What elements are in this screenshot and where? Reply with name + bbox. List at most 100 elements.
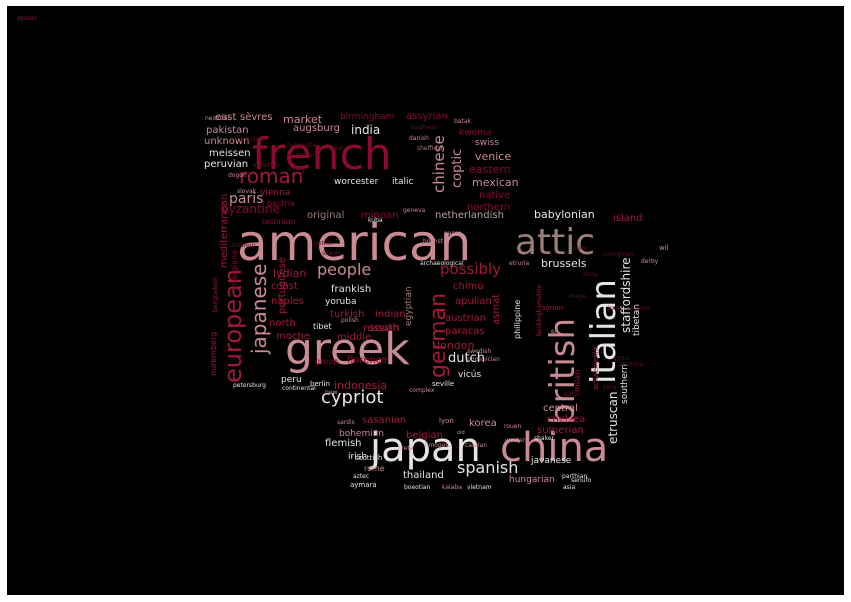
- word-52: paracas: [445, 326, 485, 337]
- word-20: etruscan: [606, 391, 620, 444]
- word-118: catalan: [465, 442, 488, 449]
- word-166: bronze: [17, 15, 38, 22]
- word-60: middle: [337, 332, 372, 343]
- word-153: hellenistic: [287, 142, 318, 149]
- word-38: korea: [469, 418, 497, 429]
- word-109: petersburg: [233, 382, 266, 389]
- word-34: minoan: [361, 210, 399, 221]
- word-102: kalaba: [442, 484, 462, 491]
- word-63: moche: [276, 331, 310, 342]
- word-147: sheffield: [417, 145, 443, 152]
- word-61: florence: [347, 355, 388, 366]
- word-51: london: [437, 339, 475, 352]
- word-105: parthian: [562, 473, 588, 480]
- word-73: laconian: [262, 217, 296, 226]
- word-75: worcester: [334, 177, 379, 187]
- word-4: china: [500, 425, 609, 471]
- word-88: group: [315, 357, 339, 366]
- word-50: indonesia: [334, 379, 388, 392]
- word-134: dogon: [228, 172, 247, 179]
- word-89: peru: [281, 375, 302, 385]
- word-85: assyrian: [406, 111, 448, 122]
- word-26: venice: [475, 150, 512, 163]
- word-42: sumerian: [537, 425, 584, 436]
- word-35: byzantine: [221, 202, 281, 216]
- word-46: flemish: [325, 438, 362, 449]
- word-43: chelsea: [547, 414, 586, 425]
- word-47: irish: [348, 452, 368, 462]
- word-115: old: [457, 430, 465, 436]
- word-33: netherlandish: [435, 210, 504, 221]
- word-87: swiss: [475, 138, 499, 148]
- word-58: indian: [375, 309, 406, 320]
- word-125: kuba: [368, 217, 383, 224]
- word-164: anatolia: [619, 361, 644, 368]
- word-122: senufo: [571, 477, 592, 484]
- word-127: nasca: [444, 230, 462, 237]
- word-36: original: [307, 210, 345, 221]
- word-10: japanese: [247, 263, 271, 354]
- word-5: french: [252, 129, 392, 180]
- word-80: meissen: [209, 148, 251, 159]
- word-72: bactria: [267, 199, 295, 208]
- word-137: en: [551, 328, 559, 335]
- word-62: north: [269, 318, 296, 329]
- word-90: tibet: [313, 322, 332, 331]
- word-67: frankish: [331, 284, 372, 295]
- word-100: aymara: [350, 481, 377, 489]
- word-30: northern: [467, 202, 511, 213]
- word-117: shaker: [534, 435, 555, 442]
- word-79: unknown: [204, 136, 250, 147]
- word-150: saxon: [322, 250, 340, 257]
- word-41: javanese: [531, 456, 572, 466]
- word-19: dutch: [448, 351, 485, 366]
- word-76: italic: [392, 177, 414, 187]
- word-119: limoges: [425, 442, 449, 449]
- word-123: archaeological: [420, 260, 464, 267]
- word-158: holland: [627, 305, 650, 312]
- word-126: geneva: [403, 207, 426, 214]
- word-81: peruvian: [204, 159, 249, 170]
- word-145: sudan: [563, 391, 582, 398]
- word-110: continental: [282, 385, 316, 392]
- word-101: boeotian: [404, 484, 431, 491]
- word-111: seville: [432, 380, 455, 388]
- word-146: arctic: [613, 355, 630, 362]
- word-96: nuremberg: [209, 331, 218, 376]
- word-138: polish: [341, 317, 359, 324]
- word-54: apulian: [455, 296, 492, 307]
- word-3: japan: [370, 425, 481, 471]
- word-141: new: [325, 389, 338, 396]
- word-131: danish: [409, 135, 429, 142]
- word-37: brussels: [541, 257, 587, 270]
- word-28: mexican: [472, 176, 519, 189]
- word-133: neolithic: [205, 115, 231, 122]
- word-27: eastern: [469, 163, 511, 176]
- word-148: corinthian: [603, 251, 634, 258]
- word-39: thailand: [403, 470, 444, 481]
- word-66: coast: [271, 281, 298, 292]
- word-165: kyoto: [17, 15, 34, 22]
- word-92: southern: [620, 364, 630, 404]
- word-130: derby: [641, 258, 659, 265]
- word-24: paris: [229, 191, 264, 207]
- word-44: central: [543, 403, 578, 414]
- word-6: attic: [515, 222, 596, 263]
- word-135: slovak: [237, 188, 257, 195]
- word-116: rouen: [504, 423, 522, 430]
- word-97: rome: [364, 464, 385, 473]
- word-143: bauhaus: [411, 124, 437, 131]
- word-144: achaemenid: [592, 346, 600, 390]
- word-70: portuguese: [277, 256, 288, 314]
- word-86: kwoma: [459, 128, 492, 138]
- word-142: bangladesh: [212, 277, 219, 312]
- word-69: egyptian: [404, 286, 414, 326]
- word-120: crete: [398, 445, 414, 452]
- word-56: south: [369, 321, 400, 334]
- word-32: island: [613, 213, 643, 224]
- word-17: chinese: [430, 135, 448, 193]
- word-107: syrian: [542, 304, 564, 312]
- word-48: bohemian: [339, 429, 384, 439]
- word-151: celtic: [573, 245, 589, 252]
- word-55: chimú: [453, 281, 484, 292]
